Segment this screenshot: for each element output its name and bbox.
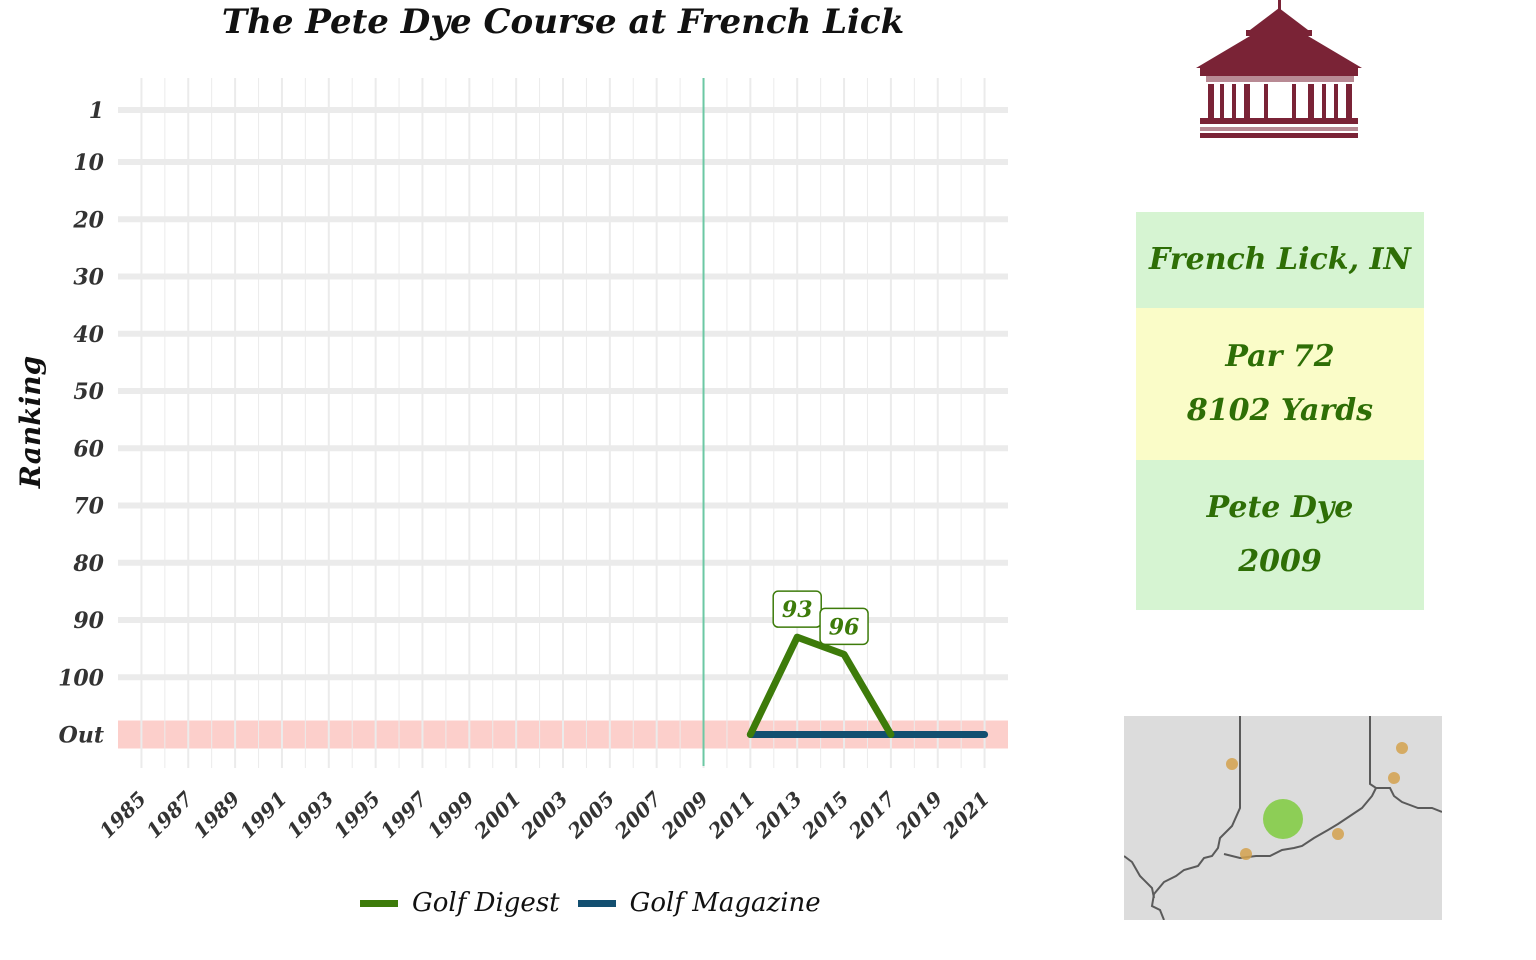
chart-title: The Pete Dye Course at French Lick [221,2,905,42]
y-tick-label: 1 [89,98,104,124]
x-tick-label: 2019 [890,787,947,844]
x-tick-label: 2017 [843,787,900,844]
x-tick-label: 1987 [141,787,197,843]
y-tick-label: 90 [73,608,104,634]
legend-item-golf-digest: Golf Digest [360,888,560,918]
designer-box: Pete Dye 2009 [1136,460,1424,610]
regional-map [1124,716,1442,920]
par-text: Par 72 [1225,339,1335,374]
designer-text: Pete Dye [1206,490,1354,525]
legend-label-golf-magazine: Golf Magazine [629,888,821,918]
x-tick-label: 2003 [515,787,572,844]
legend-label-golf-digest: Golf Digest [412,888,560,918]
course-info-panel: French Lick, IN Par 72 8102 Yards Pete D… [1136,212,1424,610]
x-tick-label: 1991 [235,787,291,843]
x-tick-label: 2001 [469,787,526,844]
y-tick-label: 60 [73,436,104,462]
course-stats-box: Par 72 8102 Yards [1136,308,1424,460]
x-tick-label: 2021 [937,787,994,844]
y-tick-label: Out [59,723,104,749]
x-tick-label: 1995 [329,787,385,843]
y-tick-label: 30 [73,265,104,291]
legend-item-golf-magazine: Golf Magazine [577,888,821,918]
y-tick-label: 10 [73,150,104,176]
x-tick-label: 1989 [188,787,244,843]
x-tick-label: 1997 [376,787,432,843]
location-box: French Lick, IN [1136,212,1424,308]
y-tick-label: 40 [73,322,104,348]
x-tick-label: 2011 [703,787,760,844]
y-tick-label: 80 [72,551,104,577]
data-label-box [819,607,869,646]
x-tick-label: 2007 [609,787,666,844]
y-tick-label: 100 [58,665,105,691]
location-text: French Lick, IN [1149,242,1411,277]
y-tick-label: 70 [73,494,104,520]
legend-swatch-golf-digest [360,899,398,907]
yards-text: 8102 Yards [1186,393,1374,428]
data-label: 96 [829,614,860,640]
y-tick-label: 50 [73,379,104,405]
x-tick-label: 1985 [95,787,151,843]
x-tick-label: 2015 [797,787,854,844]
year-text: 2009 [1238,544,1322,579]
x-tick-label: 2005 [562,787,619,844]
ranking-chart: 1102030405060708090100Out198519871989199… [14,78,1008,844]
legend-swatch-golf-magazine [577,899,616,907]
clubhouse-icon [1196,0,1362,138]
chart-legend: Golf Digest Golf Magazine [360,888,821,918]
x-tick-label: 2013 [750,787,807,844]
x-tick-label: 1993 [282,787,338,843]
series-line-golf-digest [746,633,895,738]
x-tick-label: 2009 [656,787,713,844]
data-label: 93 [782,597,813,623]
x-tick-label: 1999 [423,787,479,843]
y-axis-label: Ranking [14,356,47,489]
y-tick-label: 20 [72,207,104,233]
